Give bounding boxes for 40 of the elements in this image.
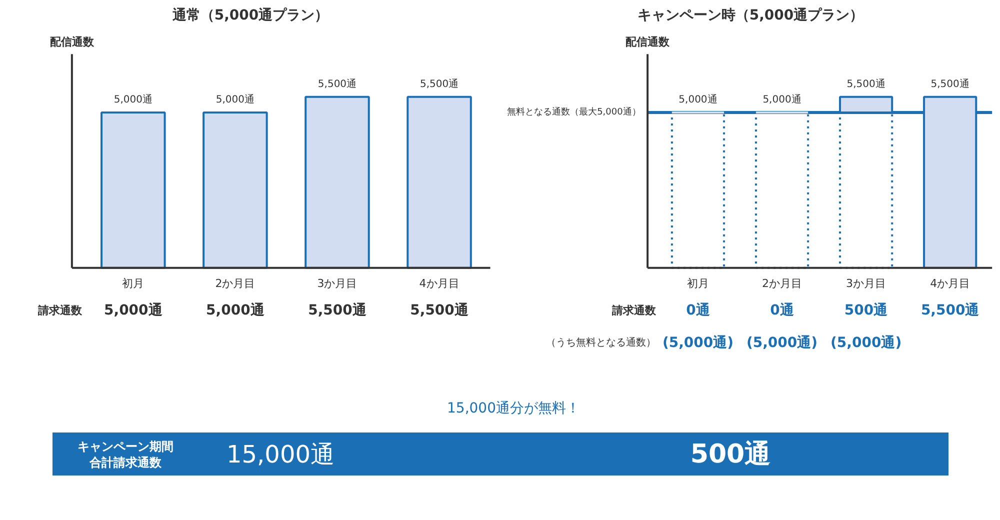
text: 15,000通 [226,440,334,468]
text: キャンペーン期間 [78,440,174,454]
data-label: 0通 [686,302,711,319]
data-label: 500通 [844,302,889,319]
x-tick-label: 3か月目 [317,276,358,290]
total-label: 5,500通 [930,78,970,90]
text: 15,000通分が無料！ [447,400,580,416]
x-tick-label: 初月 [686,276,709,290]
data-label: (5,000通) [746,334,818,352]
x-tick-label: 初月 [122,276,144,290]
x-tick-label: 2か月目 [762,276,802,290]
text: （うち無料となる通数） [546,336,656,349]
text: 5,500通 [308,302,368,319]
x-tick-label: 2か月目 [215,276,256,290]
x-tick-label: 4か月目 [930,276,970,290]
data-label: 0通 [770,302,795,319]
y-axis-title: 配信通数 [50,36,95,49]
x-tick-label: 3か月目 [846,276,886,290]
text: 5,500通 [410,302,470,319]
total-label: 5,000通 [762,94,802,106]
x-tick-label: 4か月目 [419,276,460,290]
text: 合計請求通数 [88,456,162,470]
chart-title: 通常（5,000通プラン） [171,6,329,24]
text: 5,000通 [104,302,164,319]
text: 500通 [690,440,771,470]
data-label: (5,000通) [662,334,734,352]
chart-title: キャンペーン時（5,000通プラン） [637,6,864,24]
y-axis-title: 配信通数 [626,36,671,49]
data-label: 5,000通 [114,94,152,106]
ref-line-label: 無料となる通数（最大5,000通） [507,106,641,118]
data-label: 5,000通 [216,94,255,106]
data-label: 5,500通 [420,78,459,90]
total-label: 5,000通 [678,94,718,106]
text: 請求通数 [37,304,84,318]
total-label: 5,500通 [846,78,886,90]
data-label: 5,500通 [920,302,980,319]
data-label: 5,500通 [318,78,357,90]
data-label: (5,000通) [830,334,902,352]
text: 請求通数 [610,304,657,318]
text: 5,000通 [206,302,266,319]
